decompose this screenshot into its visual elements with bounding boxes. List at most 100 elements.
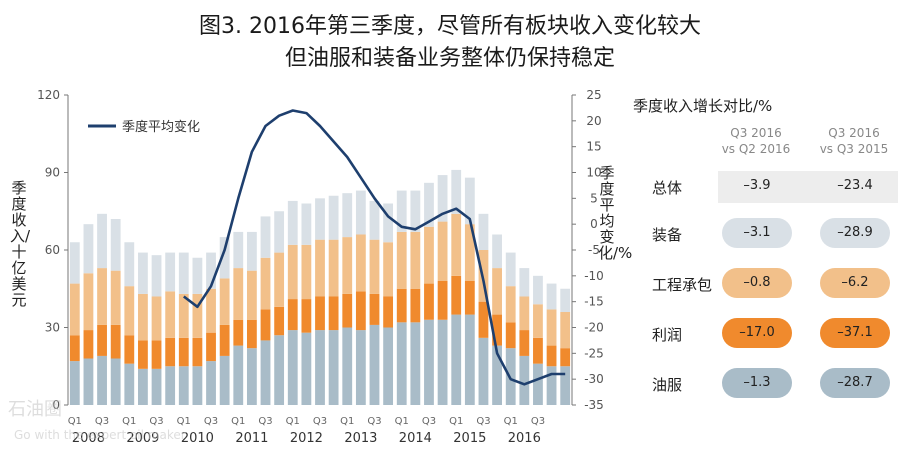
bar-segment-oilfield [546, 366, 557, 405]
bar-segment-construction [451, 213, 462, 276]
chart-title-line2: 但油服和装备业务整体仍保持稳定 [284, 46, 615, 71]
bar-segment-profit [505, 322, 516, 349]
bar-segment-profit [192, 337, 203, 367]
bar-segment-profit [396, 288, 407, 323]
bar-segment-oilfield [478, 337, 489, 405]
bar-segment-construction [560, 312, 571, 349]
bar-segment-profit [97, 324, 107, 356]
year-tick-label: 2015 [453, 431, 486, 446]
bar-segment-equipment [410, 190, 421, 232]
bar-segment-oilfield [287, 330, 298, 405]
bar-segment-profit [315, 296, 325, 331]
table-cell-v2: –37.1 [820, 318, 890, 348]
bar-segment-equipment [424, 182, 434, 227]
bar-segment-equipment [533, 275, 543, 305]
bar-segment-construction [165, 291, 176, 338]
bar-segment-construction [206, 288, 216, 333]
bar-segment-construction [274, 252, 285, 307]
bar-segment-oilfield [246, 348, 257, 405]
watermark-logo: 石油圈 [8, 399, 62, 420]
bar-segment-oilfield [192, 366, 203, 405]
bar-segment-construction [192, 293, 203, 338]
bar-segment-equipment [396, 190, 407, 232]
bar-segment-oilfield [355, 330, 366, 405]
quarter-tick-label: Q1 [177, 416, 191, 427]
quarter-tick-label: Q3 [149, 416, 163, 427]
right-tick-label: -25 [584, 346, 604, 360]
bar-segment-profit [274, 306, 285, 336]
year-tick-label: 2010 [181, 431, 214, 446]
bar-segment-oilfield [219, 355, 230, 405]
bar-segment-construction [505, 286, 516, 323]
right-tick-label: 5 [590, 191, 598, 205]
table-cell-v1: –17.0 [722, 318, 792, 348]
bar-segment-construction [233, 268, 244, 320]
bar-segment-equipment [151, 255, 162, 297]
bar-segment-equipment [138, 252, 148, 294]
bar-segment-profit [328, 296, 339, 331]
bar-segment-profit [178, 337, 189, 367]
chart-title-line1: 图3. 2016年第三季度，尽管所有板块收入变化较大 [199, 14, 701, 39]
bar-segment-construction [110, 270, 121, 325]
bar-segment-equipment [464, 177, 475, 225]
table-title: 季度收入增长对比/% [633, 97, 773, 115]
bar-segment-equipment [328, 195, 339, 240]
bar-segment-profit [560, 348, 571, 367]
bar-segment-oilfield [342, 327, 353, 405]
bar-segment-construction [260, 257, 271, 310]
left-tick-label: 90 [45, 166, 60, 180]
bar-segment-profit [533, 337, 543, 364]
table-cell-v2: –28.7 [820, 368, 890, 398]
quarter-tick-label: Q1 [286, 416, 300, 427]
bar-segment-profit [124, 335, 135, 364]
bar-segment-construction [69, 283, 80, 336]
bar-segment-equipment [560, 288, 571, 312]
bar-segment-profit [110, 324, 121, 359]
year-tick-label: 2009 [126, 431, 159, 446]
quarter-tick-label: Q1 [340, 416, 354, 427]
bar-segment-construction [246, 270, 257, 320]
table-cell-v1: –1.3 [722, 368, 792, 398]
bar-segment-construction [355, 234, 366, 292]
bar-segment-profit [246, 319, 257, 349]
watermark-tagline: Go with the expert oil maker [14, 428, 186, 442]
column-header-2-line2: vs Q3 2015 [819, 142, 889, 156]
bar-segment-equipment [246, 231, 257, 271]
bar-segment-oilfield [97, 355, 107, 405]
bar-segment-equipment [165, 252, 176, 292]
bar-segment-oilfield [69, 361, 80, 405]
column-header-1-line2: vs Q2 2016 [721, 142, 791, 156]
bar-segment-equipment [546, 283, 557, 310]
bar-segment-oilfield [301, 332, 312, 405]
quarter-tick-label: Q3 [531, 416, 545, 427]
bar-segment-profit [260, 309, 271, 341]
quarter-tick-label: Q3 [258, 416, 272, 427]
bar-segment-construction [492, 268, 502, 315]
bar-segment-equipment [178, 252, 189, 294]
table-row-label: 利润 [652, 326, 683, 344]
bar-segment-equipment [274, 211, 285, 253]
quarter-tick-label: Q1 [449, 416, 463, 427]
bar-segment-oilfield [369, 324, 380, 405]
bar-segment-equipment [519, 268, 530, 297]
table-row-label: 装备 [652, 226, 683, 244]
quarter-tick-label: Q3 [422, 416, 436, 427]
bar-segment-construction [178, 293, 189, 338]
bar-segment-oilfield [178, 366, 189, 405]
bar-segment-profit [410, 288, 421, 323]
bar-segment-oilfield [151, 368, 162, 405]
year-tick-label: 2011 [235, 431, 268, 446]
bar-segment-equipment [355, 190, 366, 235]
bar-segment-construction [519, 296, 530, 331]
bar-segment-construction [546, 309, 557, 346]
bar-segment-equipment [492, 234, 502, 269]
column-header-1-line1: Q3 2016 [730, 126, 782, 140]
bar-segment-equipment [110, 219, 121, 271]
quarter-tick-label: Q1 [504, 416, 518, 427]
bar-segment-oilfield [424, 319, 434, 405]
year-tick-label: 2014 [399, 431, 432, 446]
quarter-tick-label: Q3 [313, 416, 327, 427]
column-header-2: Q3 2016 vs Q3 2015 [808, 125, 900, 157]
bar-segment-equipment [206, 252, 216, 289]
